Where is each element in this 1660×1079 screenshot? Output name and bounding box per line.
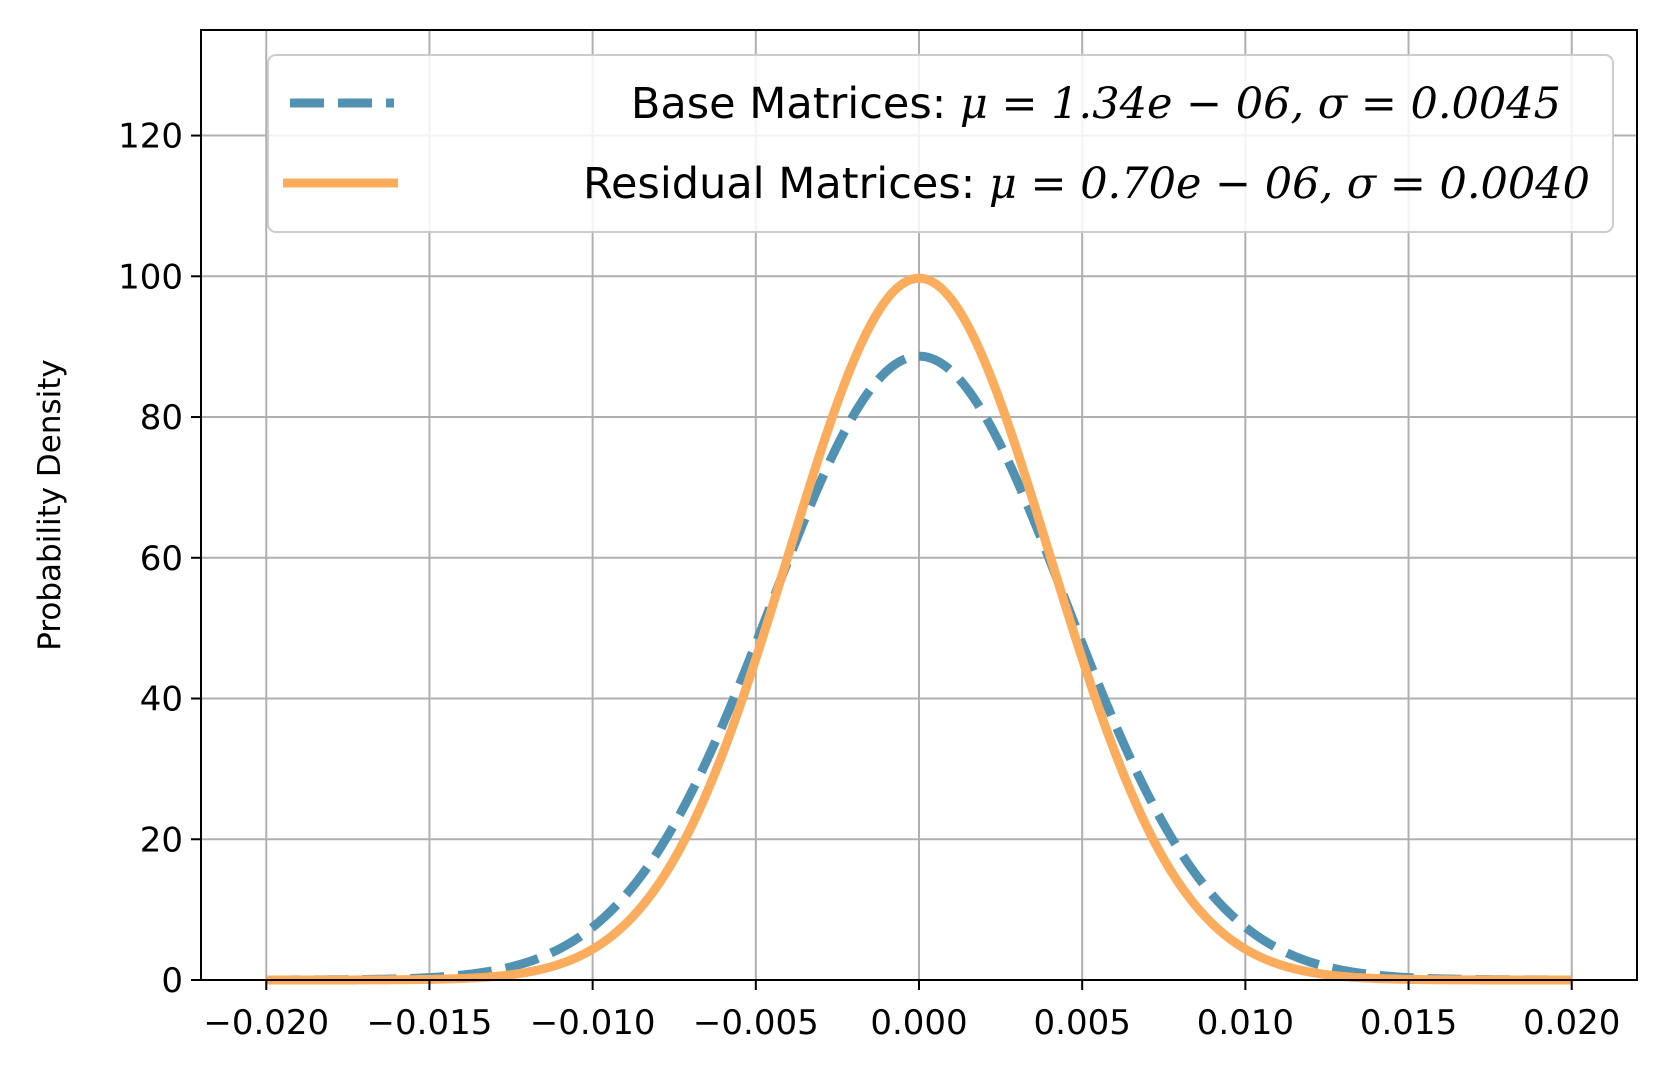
x-tick-label: 0.000 <box>870 1003 967 1043</box>
x-tick-label: −0.020 <box>203 1003 329 1043</box>
y-tick-label: 80 <box>140 398 183 438</box>
x-axis: −0.020 −0.015 −0.010 −0.005 0.000 0.005 0.010 0… <box>203 980 1620 1043</box>
y-tick-label: 40 <box>140 680 183 720</box>
legend-label-residual-prefix: Residual Matrices: <box>583 159 989 209</box>
y-tick-label: 60 <box>140 539 183 579</box>
series-line-base <box>265 351 1573 985</box>
x-tick-label: 0.015 <box>1360 1003 1457 1043</box>
y-tick-label: 120 <box>118 117 183 157</box>
y-axis: 0 20 40 60 80 100 120 <box>118 117 201 1001</box>
legend-label-base: Base Matrices: μ = 1.34e − 06, σ = 0.004… <box>631 79 1561 129</box>
x-tick-label: 0.010 <box>1197 1003 1294 1043</box>
y-tick-label: 0 <box>161 961 183 1001</box>
series-layer <box>265 273 1573 985</box>
legend-label-base-math: μ = 1.34e − 06, σ = 0.0045 <box>960 79 1561 129</box>
legend-label-residual-math: μ = 0.70e − 06, σ = 0.0040 <box>989 159 1590 209</box>
y-axis-label: Probability Density <box>32 359 68 651</box>
x-tick-label: 0.005 <box>1034 1003 1131 1043</box>
legend-label-base-prefix: Base Matrices: <box>631 79 960 129</box>
y-tick-label: 20 <box>140 820 183 860</box>
y-tick-label: 100 <box>118 257 183 297</box>
legend-box <box>267 54 1614 233</box>
x-tick-label: −0.015 <box>367 1003 493 1043</box>
x-tick-label: 0.020 <box>1523 1003 1620 1043</box>
series-line-residual <box>265 273 1573 985</box>
legend: Base Matrices: μ = 1.34e − 06, σ = 0.004… <box>267 54 1614 233</box>
x-tick-label: −0.005 <box>693 1003 819 1043</box>
legend-label-residual: Residual Matrices: μ = 0.70e − 06, σ = 0… <box>583 159 1590 209</box>
x-tick-label: −0.010 <box>530 1003 656 1043</box>
